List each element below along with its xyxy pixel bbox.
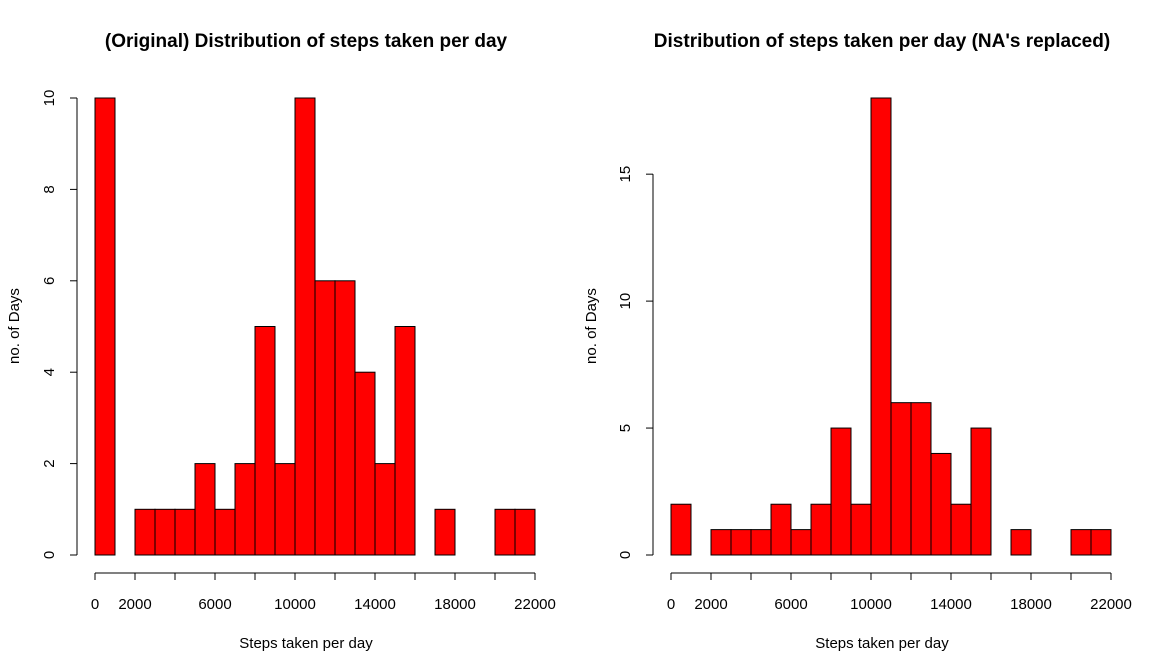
y-axis-label: no. of Days bbox=[583, 288, 600, 364]
y-tick-label: 15 bbox=[617, 166, 634, 183]
y-tick-label: 8 bbox=[41, 185, 58, 193]
y-tick-label: 0 bbox=[617, 551, 634, 559]
histogram-bar bbox=[910, 402, 932, 556]
histogram-bar bbox=[234, 463, 256, 556]
histogram-bar bbox=[770, 503, 792, 556]
histogram-bar bbox=[1070, 529, 1092, 556]
x-tick-label: 18000 bbox=[434, 596, 476, 613]
histogram-bar bbox=[514, 508, 536, 556]
histogram-bar bbox=[174, 508, 196, 556]
histogram-bar bbox=[930, 452, 952, 556]
chart-title: (Original) Distribution of steps taken p… bbox=[105, 31, 508, 52]
y-tick-label: 5 bbox=[617, 424, 634, 432]
x-tick-label: 22000 bbox=[514, 596, 556, 613]
histogram-bar bbox=[890, 402, 912, 556]
x-tick-label: 10000 bbox=[850, 596, 892, 613]
x-tick-label: 2000 bbox=[118, 596, 151, 613]
histogram-bar bbox=[810, 503, 832, 556]
x-tick-label: 2000 bbox=[694, 596, 727, 613]
histogram-bar bbox=[94, 97, 116, 556]
y-tick-label: 0 bbox=[41, 551, 58, 559]
histogram-bar bbox=[134, 508, 156, 556]
bars bbox=[670, 97, 1112, 556]
x-axis-label: Steps taken per day bbox=[815, 635, 949, 652]
chart-panel-na-replaced: Distribution of steps taken per day (NA'… bbox=[583, 31, 1132, 652]
histogram-bar bbox=[970, 427, 992, 556]
x-axis: 0 2000 6000 10000 14000 18000 22000 bbox=[91, 572, 556, 613]
x-tick-label: 10000 bbox=[274, 596, 316, 613]
histogram-bar bbox=[950, 503, 972, 556]
y-tick-label: 10 bbox=[41, 90, 58, 107]
histogram-bar bbox=[434, 508, 456, 556]
histogram-bar bbox=[354, 371, 376, 556]
y-axis: 0 5 10 15 bbox=[617, 166, 654, 559]
histogram-bar bbox=[850, 503, 872, 556]
histogram-bar bbox=[314, 280, 336, 556]
y-tick-label: 6 bbox=[41, 277, 58, 285]
histogram-bar bbox=[710, 529, 732, 556]
histogram-bar bbox=[1090, 529, 1112, 556]
y-tick-label: 10 bbox=[617, 293, 634, 310]
y-tick-label: 2 bbox=[41, 459, 58, 467]
histogram-bar bbox=[194, 463, 216, 556]
histogram-bar bbox=[870, 97, 892, 556]
x-tick-label: 6000 bbox=[774, 596, 807, 613]
histogram-bar bbox=[1010, 529, 1032, 556]
x-axis: 0 2000 6000 10000 14000 18000 22000 bbox=[667, 572, 1132, 613]
y-axis-label: no. of Days bbox=[6, 288, 23, 364]
histogram-bar bbox=[830, 427, 852, 556]
x-axis-label: Steps taken per day bbox=[239, 635, 373, 652]
histogram-bar bbox=[374, 463, 396, 556]
x-tick-label: 0 bbox=[91, 596, 99, 613]
histogram-bar bbox=[750, 529, 772, 556]
histogram-bar bbox=[790, 529, 812, 556]
histogram-bar bbox=[254, 326, 276, 556]
histogram-bar bbox=[730, 529, 752, 556]
histogram-bar bbox=[394, 326, 416, 556]
bars bbox=[94, 97, 536, 556]
chart-panel-original: (Original) Distribution of steps taken p… bbox=[6, 31, 556, 652]
x-tick-label: 18000 bbox=[1010, 596, 1052, 613]
y-axis: 0 2 4 6 8 10 bbox=[41, 90, 78, 559]
histogram-bar bbox=[494, 508, 516, 556]
x-tick-label: 6000 bbox=[198, 596, 231, 613]
histogram-bar bbox=[214, 508, 236, 556]
x-tick-label: 14000 bbox=[930, 596, 972, 613]
histogram-bar bbox=[334, 280, 356, 556]
histogram-bar bbox=[274, 463, 296, 556]
histogram-bar bbox=[154, 508, 176, 556]
histogram-bar bbox=[294, 97, 316, 556]
histogram-bar bbox=[670, 503, 692, 556]
x-tick-label: 22000 bbox=[1090, 596, 1132, 613]
chart-title: Distribution of steps taken per day (NA'… bbox=[654, 31, 1110, 52]
x-tick-label: 14000 bbox=[354, 596, 396, 613]
x-tick-label: 0 bbox=[667, 596, 675, 613]
y-tick-label: 4 bbox=[41, 368, 58, 376]
